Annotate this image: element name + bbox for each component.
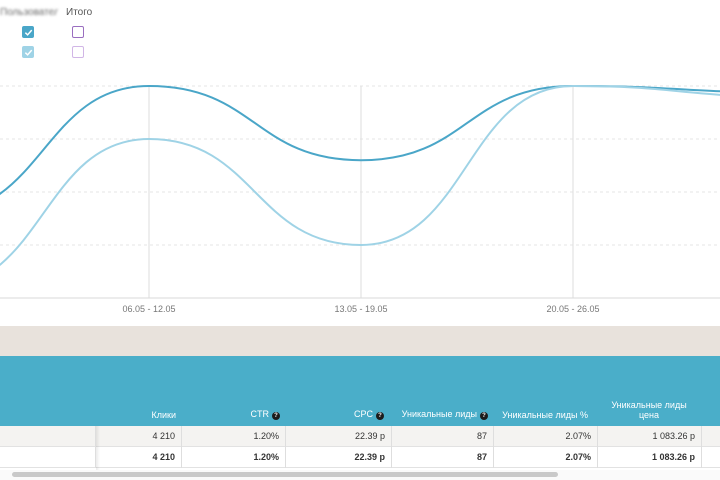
cell-ctr: 1.20% bbox=[182, 447, 286, 468]
checkmark-icon bbox=[24, 29, 32, 36]
horizontal-scrollbar-thumb[interactable] bbox=[12, 472, 558, 477]
column-header-unique-leads-cost[interactable]: Уникальные лиды цена bbox=[606, 400, 692, 420]
frozen-column-shadow bbox=[96, 426, 100, 470]
table-row-total[interactable]: 4 210 1.20% 22.39 р 87 2.07% 1 083.26 р bbox=[0, 447, 720, 468]
series-2-checkbox[interactable] bbox=[22, 46, 34, 58]
series-total-1-checkbox[interactable] bbox=[72, 26, 84, 38]
x-tick-label: 06.05 - 12.05 bbox=[122, 304, 175, 314]
table-body: 4 210 1.20% 22.39 р 87 2.07% 1 083.26 р … bbox=[0, 426, 720, 470]
column-header-label: CTR bbox=[250, 409, 270, 419]
help-icon[interactable]: ? bbox=[480, 412, 488, 420]
legend-column-label-total: Итого bbox=[66, 7, 93, 18]
cell-ctr: 1.20% bbox=[182, 426, 286, 447]
column-header-unique-leads[interactable]: Уникальные лиды? bbox=[396, 409, 488, 420]
cell-unique-leads-cost: 1 083.26 р bbox=[598, 447, 702, 468]
column-header-label: Уникальные лиды цена bbox=[611, 400, 687, 420]
line-chart: 06.05 - 12.05 13.05 - 19.05 20.05 - 26.05 bbox=[0, 84, 720, 314]
help-icon[interactable]: ? bbox=[376, 412, 384, 420]
series-line-2 bbox=[0, 84, 720, 266]
column-header-cpc[interactable]: CPC? bbox=[296, 409, 384, 420]
cell-unique-leads: 87 bbox=[392, 426, 494, 447]
cell-unique-leads-percent: 2.07% bbox=[494, 447, 598, 468]
column-header-label: Клики bbox=[151, 410, 177, 420]
table-row[interactable]: 4 210 1.20% 22.39 р 87 2.07% 1 083.26 р bbox=[0, 426, 720, 447]
series-line-1 bbox=[0, 84, 720, 195]
chart-legend: Пользовательские Итого bbox=[0, 0, 140, 70]
series-1-checkbox[interactable] bbox=[22, 26, 34, 38]
cell-clicks: 4 210 bbox=[96, 426, 182, 447]
checkmark-icon bbox=[24, 49, 32, 56]
cell-cpc: 22.39 р bbox=[286, 447, 392, 468]
cell-unique-leads: 87 bbox=[392, 447, 494, 468]
column-header-unique-leads-percent[interactable]: Уникальные лиды % bbox=[496, 410, 588, 420]
column-header-label: Уникальные лиды % bbox=[502, 410, 588, 420]
cell-cpc: 22.39 р bbox=[286, 426, 392, 447]
help-icon[interactable]: ? bbox=[272, 412, 280, 420]
chart-table-divider bbox=[0, 326, 720, 356]
column-header-ctr[interactable]: CTR? bbox=[190, 409, 280, 420]
series-total-2-checkbox[interactable] bbox=[72, 46, 84, 58]
column-header-label: Уникальные лиды bbox=[401, 409, 477, 419]
cell-unique-leads-percent: 2.07% bbox=[494, 426, 598, 447]
table-header: Клики CTR? CPC? Уникальные лиды? Уникаль… bbox=[0, 356, 720, 426]
cell-clicks: 4 210 bbox=[96, 447, 182, 468]
legend-column-label-redacted: Пользовательские bbox=[0, 7, 58, 18]
x-tick-label: 13.05 - 19.05 bbox=[334, 304, 387, 314]
column-header-clicks[interactable]: Клики bbox=[110, 410, 177, 420]
row-label-cell bbox=[0, 426, 96, 447]
column-header-label: CPC bbox=[353, 409, 373, 419]
x-tick-label: 20.05 - 26.05 bbox=[546, 304, 599, 314]
row-label-cell bbox=[0, 447, 96, 468]
cell-unique-leads-cost: 1 083.26 р bbox=[598, 426, 702, 447]
